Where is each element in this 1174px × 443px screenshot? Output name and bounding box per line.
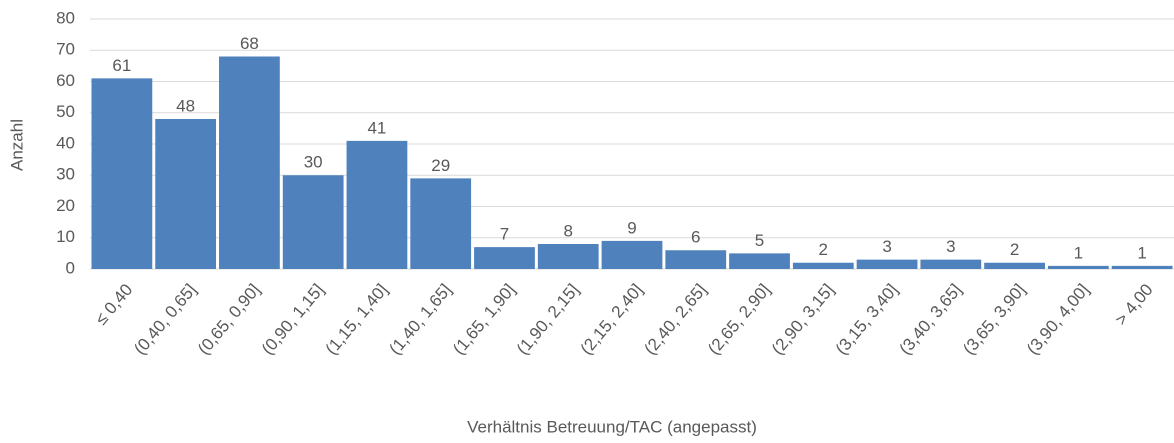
data-label: 5 xyxy=(755,231,764,250)
y-tick-label: 30 xyxy=(56,165,75,184)
y-tick-label: 60 xyxy=(56,71,75,90)
data-label: 7 xyxy=(500,225,509,244)
x-tick-label: (2,65, 2,90] xyxy=(704,280,774,358)
x-tick-label: (1,15, 1,40] xyxy=(322,280,392,358)
bar xyxy=(155,119,217,269)
bar xyxy=(665,250,727,269)
data-label: 61 xyxy=(112,56,131,75)
x-tick-label: (0,40, 0,65] xyxy=(130,280,200,358)
x-axis-title: Verhältnis Betreuung/TAC (angepasst) xyxy=(467,417,757,436)
bar xyxy=(1047,265,1109,269)
data-label: 8 xyxy=(564,221,573,240)
x-tick-label: (1,65, 1,90] xyxy=(449,280,519,358)
bar xyxy=(346,140,408,269)
y-tick-label: 70 xyxy=(56,40,75,59)
bar xyxy=(856,259,918,269)
bar xyxy=(537,244,599,269)
x-tick-label: ≤ 0,40 xyxy=(92,280,137,328)
y-tick-label: 0 xyxy=(66,258,75,277)
bar xyxy=(91,78,153,269)
x-tick-label: (2,90, 3,15] xyxy=(768,280,838,358)
x-tick-label: (3,90, 4,00] xyxy=(1023,280,1093,358)
data-label: 29 xyxy=(431,156,450,175)
x-tick-label: (1,90, 2,15] xyxy=(513,280,583,358)
data-label: 2 xyxy=(1010,240,1019,259)
data-label: 3 xyxy=(946,237,955,256)
bar xyxy=(601,240,663,269)
x-tick-label: (2,15, 2,40] xyxy=(577,280,647,358)
data-label: 9 xyxy=(627,218,636,237)
bar xyxy=(282,175,344,269)
data-label: 1 xyxy=(1074,243,1083,262)
data-label: 48 xyxy=(176,96,195,115)
bar xyxy=(984,262,1045,269)
bar xyxy=(410,178,472,269)
x-tick-label: (0,65, 0,90] xyxy=(194,280,264,358)
data-label: 6 xyxy=(691,228,700,247)
y-tick-label: 10 xyxy=(56,227,75,246)
x-tick-label: (2,40, 2,65] xyxy=(640,280,710,358)
x-tick-label: (3,65, 3,90] xyxy=(959,280,1029,358)
x-tick-label: > 4,00 xyxy=(1111,280,1156,329)
bar xyxy=(729,253,790,269)
bar xyxy=(792,262,854,269)
y-axis-title: Anzahl xyxy=(7,119,26,171)
data-label: 41 xyxy=(367,118,386,137)
x-tick-label: (3,40, 3,65] xyxy=(895,280,965,358)
bar xyxy=(219,56,280,269)
y-tick-label: 80 xyxy=(56,8,75,27)
bar xyxy=(1111,265,1173,269)
data-label: 1 xyxy=(1137,243,1146,262)
y-tick-label: 20 xyxy=(56,196,75,215)
data-label: 68 xyxy=(240,34,259,53)
bar xyxy=(474,247,535,269)
y-tick-label: 50 xyxy=(56,102,75,121)
y-tick-label: 40 xyxy=(56,133,75,152)
data-label: 2 xyxy=(819,240,828,259)
data-label: 30 xyxy=(304,153,323,172)
bar xyxy=(920,259,982,269)
data-label: 3 xyxy=(882,237,891,256)
x-tick-label: (0,90, 1,15] xyxy=(258,280,328,358)
x-tick-label: (3,15, 3,40] xyxy=(832,280,902,358)
x-tick-label: (1,40, 1,65] xyxy=(385,280,455,358)
